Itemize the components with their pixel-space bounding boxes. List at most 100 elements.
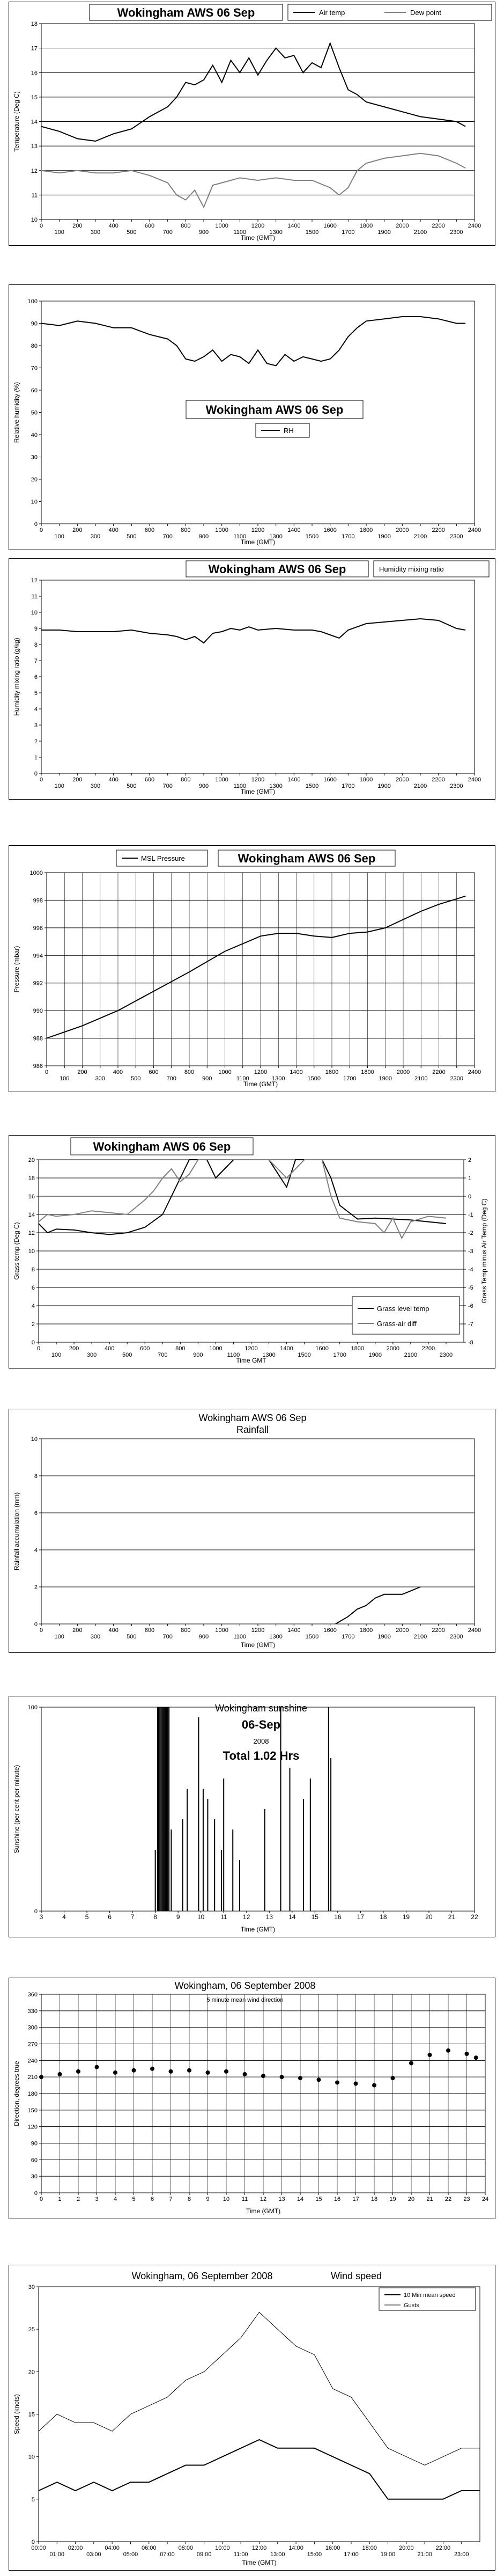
x-tick-label: 0 [40,777,43,783]
x-tick-label: 1600 [323,223,336,229]
y-tick-label: 998 [33,897,43,904]
y-tick-label: 10 [28,2454,35,2461]
x-tick-label: 14 [297,2196,303,2202]
x-tick-label: 1400 [287,777,300,783]
y-axis-label: Relative humidity (%) [13,382,20,443]
x-tick-label: 2100 [404,1352,417,1358]
x-tick-label: 1500 [308,1075,321,1082]
x-tick-label: 21:00 [417,2551,432,2558]
series-line-0 [335,1586,421,1624]
x-tick-label: 2300 [450,783,463,789]
x-tick-label: 2400 [468,1627,481,1634]
x-tick-label: 700 [162,783,172,789]
title-box [89,4,283,21]
chart-title: Wokingham AWS 06 Sep [206,403,344,416]
series-line-0 [41,618,466,644]
y-axis-label: Grass temp (Deg C) [13,1222,20,1279]
x-tick-label: 1600 [325,1069,338,1075]
x-tick-label: 1500 [306,1634,318,1640]
x-tick-label: 1100 [234,533,247,540]
x-tick-label: 9 [176,1913,180,1921]
y-tick-label: 18 [28,1175,35,1182]
x-tick-label: 19 [389,2196,396,2202]
chart-title: Wokingham, 06 September 2008 [132,2271,273,2281]
title-box [70,1137,254,1155]
y-tick-label: 994 [33,953,43,959]
data-point [372,2083,376,2088]
y-tick-label: 8 [34,1473,38,1480]
y-tick-label: 12 [31,168,38,174]
y-tick-label: 6 [34,1510,38,1517]
y2-tick-label: -5 [468,1285,473,1291]
x-tick-label: 1100 [234,783,247,789]
x-tick-label: 22 [445,2196,451,2202]
x-tick-label: 2000 [396,777,409,783]
y-tick-label: 4 [32,1303,35,1309]
x-tick-label: 100 [60,1075,69,1082]
x-tick-label: 1200 [254,1069,267,1075]
legend-label: MSL Pressure [141,854,185,862]
y-tick-label: 8 [32,1267,35,1273]
y-tick-label: 180 [28,2091,38,2097]
x-tick-label: 07:00 [160,2551,175,2558]
y-tick-label: 4 [34,1547,38,1554]
x-tick-label: 900 [199,229,209,236]
y-tick-label: 12 [28,1230,35,1236]
y-tick-label: 10 [31,217,38,223]
x-tick-label: 400 [113,1069,123,1075]
x-tick-label: 2300 [450,1634,463,1640]
x-tick-label: 1800 [360,1627,373,1634]
y-tick-label: 2 [34,738,38,745]
data-point [316,2077,321,2082]
y2-tick-label: -8 [468,1340,473,1346]
x-tick-label: 06:00 [142,2545,157,2551]
x-tick-label: 700 [162,229,172,236]
x-tick-label: 1000 [215,223,228,229]
x-tick-label: 1200 [251,223,264,229]
y-tick-label: 3 [34,722,38,729]
x-tick-label: 2100 [414,1634,427,1640]
x-tick-label: 1700 [342,783,354,789]
y-tick-label: 70 [31,365,38,372]
x-tick-label: 1200 [251,1627,264,1634]
y-tick-label: 992 [33,980,43,987]
y-tick-label: 0 [34,771,38,777]
x-tick-label: 2200 [432,223,444,229]
x-tick-label: 17 [357,1913,365,1921]
x-tick-label: 10:00 [215,2545,230,2551]
y-tick-label: 270 [28,2041,38,2048]
x-tick-label: 0 [40,1627,43,1634]
plot-area [38,2286,480,2542]
data-point [464,2052,469,2056]
data-point [353,2081,358,2086]
y-tick-label: 0 [34,2190,38,2197]
chart-subtitle: 5 minute mean wind direction [206,1997,283,2003]
x-tick-label: 3 [95,2196,98,2202]
y-tick-label: 7 [34,658,38,664]
x-tick-label: 300 [91,1634,100,1640]
x-tick-label: 200 [72,223,82,229]
chart-title: Wokingham AWS 06 Sep [93,1140,231,1153]
legend-label: Air temp [319,9,345,17]
y-tick-label: 120 [28,2124,38,2131]
y-tick-label: 0 [34,1908,38,1915]
wind-speed-chart-panel: 0 5 10 15 20 25 30 00:00 01:00 02:00 03:00 04:00 05:… [9,2265,495,2571]
y2-tick-label: 1 [468,1175,471,1182]
y-tick-label: 988 [33,1036,43,1042]
x-axis-label: Time (GMT) [241,1926,275,1933]
x-tick-label: 300 [87,1352,97,1358]
x-tick-label: 700 [158,1352,167,1358]
y-tick-label: 2 [32,1321,35,1328]
data-point [39,2075,43,2080]
data-point [224,2069,228,2074]
x-tick-label: 400 [105,1345,114,1352]
x-tick-label: 2100 [414,533,427,540]
x-tick-label: 400 [108,1627,118,1634]
x-tick-label: 1400 [290,1069,302,1075]
x-tick-label: 1700 [343,1075,356,1082]
x-tick-label: 0 [40,2196,43,2202]
data-point [242,2072,247,2077]
legend-label: Humidity mixing ratio [379,565,444,573]
data-point [427,2053,432,2058]
x-tick-label: 6 [108,1913,112,1921]
